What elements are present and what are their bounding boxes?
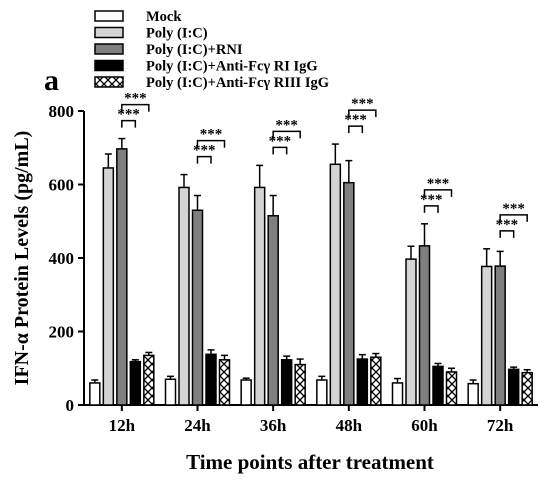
significance-bracket: [196, 139, 226, 148]
significance-bracket: [348, 109, 377, 118]
legend-swatch: [94, 10, 124, 22]
bar: [205, 353, 217, 406]
significance-label: ***: [351, 96, 374, 112]
bar: [507, 368, 520, 406]
significance-label: ***: [275, 117, 298, 133]
significance-bracket: [121, 119, 137, 128]
bar: [329, 163, 342, 406]
significance-label: ***: [420, 192, 443, 208]
x-tick-label: 48h: [336, 416, 363, 435]
significance-bracket: [348, 125, 364, 134]
y-axis-label: IFN-α Protein Levels (pg/mL): [11, 131, 33, 386]
significance-bracket: [272, 130, 301, 139]
significance-label: ***: [427, 176, 450, 192]
legend-swatch: [94, 59, 124, 72]
legend-label: Poly (I:C): [146, 26, 208, 42]
bar: [178, 186, 190, 406]
x-tick-label: 72h: [487, 416, 514, 435]
y-tick-label: 0: [66, 396, 75, 415]
significance-bracket: [499, 230, 515, 238]
bar: [191, 209, 204, 406]
significance-label: ***: [193, 143, 216, 159]
significance-label: ***: [496, 217, 519, 233]
y-tick-label: 400: [49, 249, 75, 268]
bar: [218, 359, 231, 406]
significance-label: ***: [344, 112, 367, 128]
significance-bracket: [121, 103, 150, 112]
bar: [432, 365, 444, 406]
x-tick-label: 24h: [184, 416, 211, 435]
bar: [240, 379, 252, 406]
bar-series: [89, 137, 533, 406]
x-tick-label: 12h: [109, 416, 136, 435]
y-tick-label: 200: [49, 323, 75, 342]
bar: [253, 186, 266, 406]
significance-brackets: ************ ****** ******************: [117, 91, 528, 238]
significance-label: ***: [124, 91, 147, 107]
significance-bracket: [423, 205, 439, 213]
bar: [294, 363, 306, 406]
y-tick-label: 800: [49, 102, 75, 121]
significance-bracket: [423, 189, 453, 197]
bar: [102, 167, 115, 406]
y-axis-ticks: 0 200 400 600 800: [49, 102, 84, 415]
bar: [467, 382, 479, 406]
bar: [370, 356, 382, 406]
bar: [521, 371, 533, 406]
legend-swatch: [94, 26, 124, 39]
legend-label: Poly (I:C)+RNI: [146, 42, 243, 58]
x-axis-ticks: 12h 24h 36h 48h 60h 72h: [109, 405, 514, 435]
x-axis-label: Time points after treatment: [186, 450, 434, 474]
bar: [356, 358, 369, 406]
significance-bracket: [196, 155, 212, 164]
significance-bracket: [272, 146, 288, 155]
x-tick-label: 36h: [260, 416, 287, 435]
significance-bracket: [499, 214, 528, 222]
bar: [143, 354, 155, 406]
legend-label: Mock: [146, 9, 182, 25]
bar: [445, 371, 458, 406]
bar: [316, 379, 328, 406]
significance-label: ***: [200, 127, 223, 143]
bar: [267, 214, 279, 406]
legend-label: Poly (I:C)+Anti-Fcγ RI IgG: [146, 59, 318, 75]
x-tick-label: 60h: [411, 416, 438, 435]
legend-swatch: [94, 43, 124, 55]
legend-label: Poly (I:C)+Anti-Fcγ RIII IgG: [146, 75, 329, 91]
bar: [418, 245, 431, 406]
y-tick-label: 600: [49, 176, 75, 195]
legend-swatch: [94, 76, 124, 88]
bar: [164, 378, 177, 406]
bar: [129, 360, 142, 406]
bar: [480, 265, 493, 406]
bar: [343, 181, 355, 406]
bar: [280, 359, 293, 406]
bar: [405, 258, 417, 406]
significance-label: ***: [502, 201, 525, 217]
significance-label: ***: [269, 133, 292, 149]
panel-label: a: [44, 64, 59, 97]
bar: [391, 382, 404, 406]
bar: [494, 265, 506, 406]
significance-label: ***: [117, 107, 140, 123]
bar: [116, 148, 128, 406]
bar: [89, 382, 101, 406]
